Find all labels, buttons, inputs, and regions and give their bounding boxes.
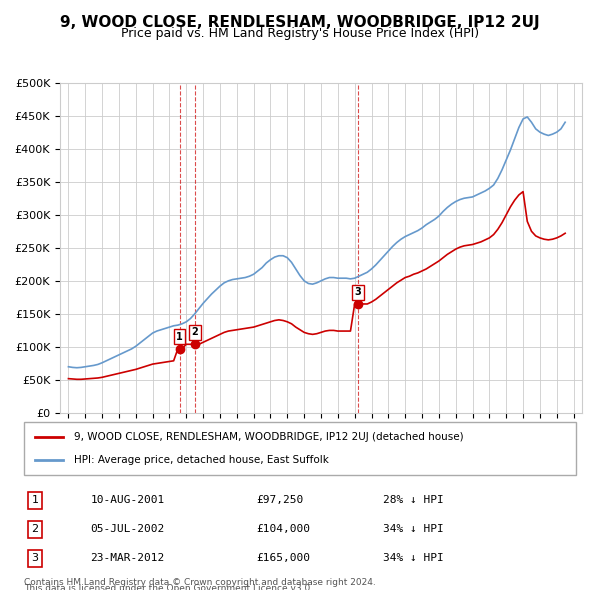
Text: Price paid vs. HM Land Registry's House Price Index (HPI): Price paid vs. HM Land Registry's House … xyxy=(121,27,479,40)
Text: 3: 3 xyxy=(355,287,361,297)
Text: 05-JUL-2002: 05-JUL-2002 xyxy=(90,525,164,535)
Text: £165,000: £165,000 xyxy=(256,553,310,563)
Text: 9, WOOD CLOSE, RENDLESHAM, WOODBRIDGE, IP12 2UJ (detached house): 9, WOOD CLOSE, RENDLESHAM, WOODBRIDGE, I… xyxy=(74,432,463,442)
Text: 1: 1 xyxy=(32,496,38,506)
Text: 10-AUG-2001: 10-AUG-2001 xyxy=(90,496,164,506)
FancyBboxPatch shape xyxy=(24,422,576,475)
Text: 1: 1 xyxy=(176,332,183,342)
Text: Contains HM Land Registry data © Crown copyright and database right 2024.: Contains HM Land Registry data © Crown c… xyxy=(24,578,376,587)
Text: 2: 2 xyxy=(31,525,38,535)
Text: 23-MAR-2012: 23-MAR-2012 xyxy=(90,553,164,563)
Text: 34% ↓ HPI: 34% ↓ HPI xyxy=(383,525,443,535)
Text: 2: 2 xyxy=(191,327,198,337)
Text: 34% ↓ HPI: 34% ↓ HPI xyxy=(383,553,443,563)
Text: £104,000: £104,000 xyxy=(256,525,310,535)
Text: £97,250: £97,250 xyxy=(256,496,303,506)
Text: 28% ↓ HPI: 28% ↓ HPI xyxy=(383,496,443,506)
Text: 3: 3 xyxy=(32,553,38,563)
Text: 9, WOOD CLOSE, RENDLESHAM, WOODBRIDGE, IP12 2UJ: 9, WOOD CLOSE, RENDLESHAM, WOODBRIDGE, I… xyxy=(60,15,540,30)
Text: This data is licensed under the Open Government Licence v3.0.: This data is licensed under the Open Gov… xyxy=(24,584,313,590)
Text: HPI: Average price, detached house, East Suffolk: HPI: Average price, detached house, East… xyxy=(74,455,329,465)
